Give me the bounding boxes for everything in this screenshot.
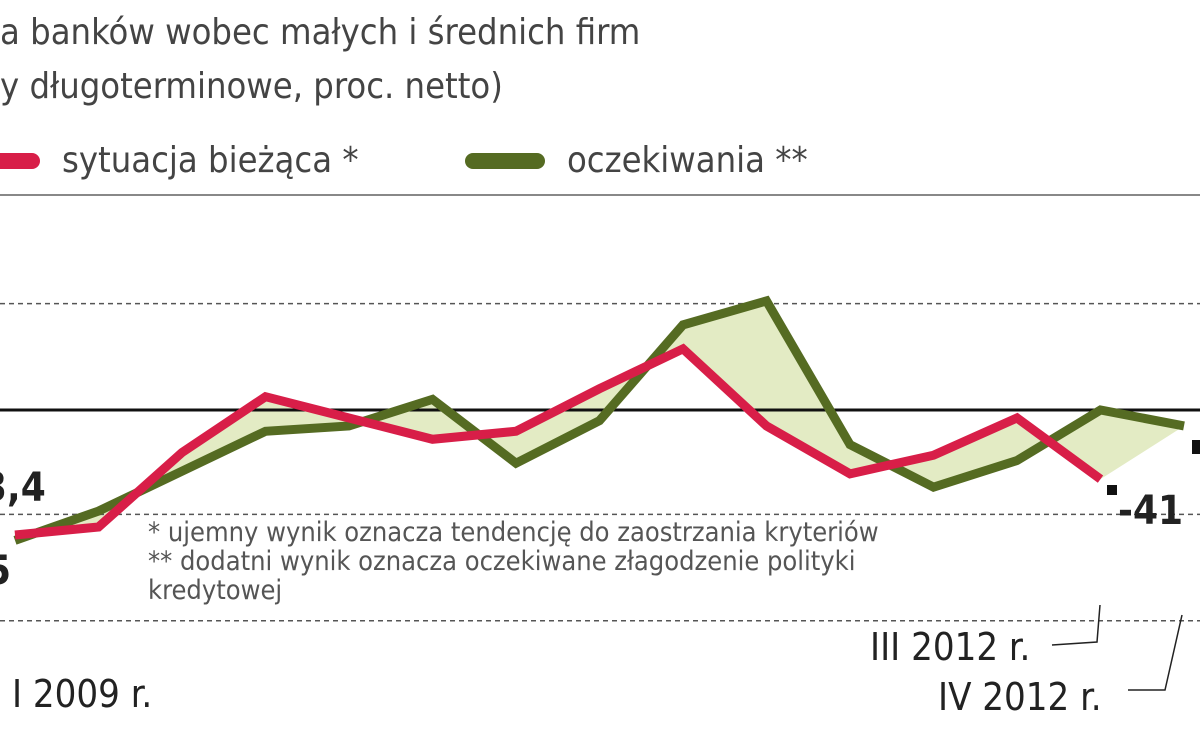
note-2: ** dodatni wynik oznacza oczekiwane złag… [148,546,856,577]
legend-label-expected: oczekiwania ** [567,140,808,181]
chart-title-line2: y długoterminowe, proc. netto) [0,66,503,107]
label-left-top: 3,4 [0,465,46,511]
label-q4-2012: IV 2012 r. [938,675,1102,719]
label-q3-2012: III 2012 r. [870,625,1031,669]
series-line-current [14,343,1104,540]
legend-swatch-current [0,152,40,169]
end-marker-expected [1192,440,1200,454]
legend-item-current: sytuacja bieżąca * [0,140,359,181]
label-start-quarter: I 2009 r. [12,672,153,716]
legend-swatch-expected [465,152,545,169]
legend-item-expected: oczekiwania ** [465,140,808,181]
end-marker-current [1107,485,1117,495]
leader-q4 [1128,614,1183,691]
legend-label-current: sytuacja bieżąca * [62,140,359,181]
note-3: kredytowej [148,575,283,606]
chart-title-line1: a banków wobec małych i średnich firm [0,12,641,53]
label-right-value: -41 [1118,488,1184,534]
leader-q3 [1051,604,1101,646]
note-1: * ujemny wynik oznacza tendencję do zaos… [148,517,879,548]
label-left-bottom: 5 [0,548,11,594]
